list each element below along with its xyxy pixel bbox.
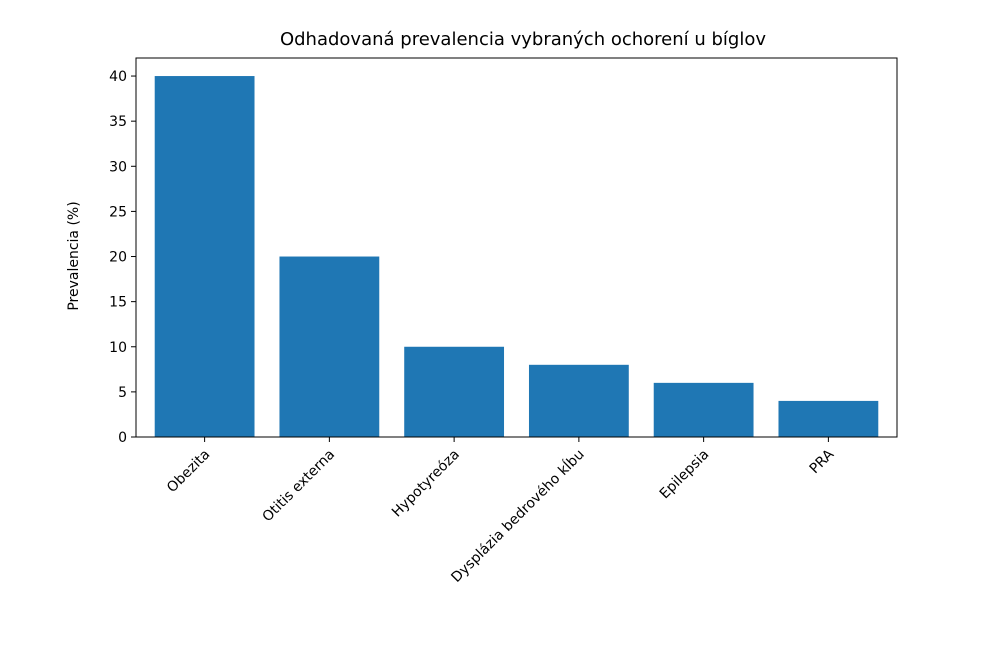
bar: [279, 256, 380, 437]
y-tick-label: 25: [109, 204, 127, 220]
bar: [404, 346, 505, 437]
bar: [653, 382, 754, 437]
y-axis-label: Prevalencia (%): [66, 201, 82, 310]
y-tick-label: 0: [118, 430, 127, 446]
plot-frame: [135, 57, 898, 438]
chart-title: Odhadovaná prevalencia vybraných ochoren…: [280, 29, 766, 50]
y-tick-label: 40: [109, 69, 127, 85]
y-tick-label: 10: [109, 340, 127, 356]
bar: [778, 400, 879, 437]
y-tick-label: 30: [109, 159, 127, 175]
y-tick-label: 5: [118, 385, 127, 401]
y-tick-label: 15: [109, 295, 127, 311]
bar: [154, 76, 255, 438]
y-tick-label: 35: [109, 114, 127, 130]
y-tick-label: 20: [109, 250, 127, 266]
bar: [528, 364, 629, 437]
